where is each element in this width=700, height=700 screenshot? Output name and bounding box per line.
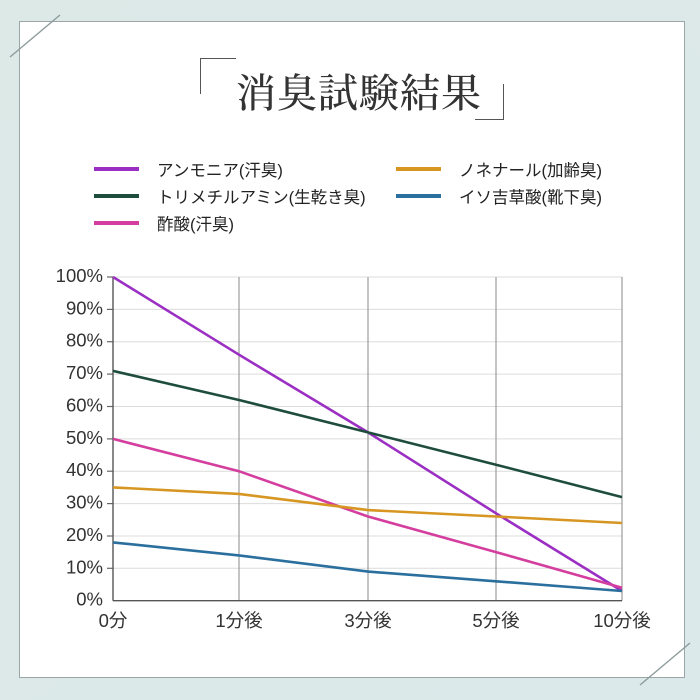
svg-text:1分後: 1分後	[215, 610, 262, 631]
svg-text:0分: 0分	[99, 610, 128, 631]
svg-text:70%: 70%	[66, 362, 103, 383]
svg-text:40%: 40%	[66, 459, 103, 480]
svg-text:0%: 0%	[76, 589, 103, 610]
svg-text:3分後: 3分後	[344, 610, 391, 631]
svg-text:80%: 80%	[66, 330, 103, 351]
svg-text:90%: 90%	[66, 297, 103, 318]
svg-text:10%: 10%	[66, 556, 103, 577]
svg-text:10分後: 10分後	[593, 610, 651, 631]
svg-text:20%: 20%	[66, 524, 103, 545]
svg-text:60%: 60%	[66, 395, 103, 416]
svg-text:5分後: 5分後	[472, 610, 519, 631]
svg-text:100%: 100%	[56, 265, 103, 286]
svg-text:50%: 50%	[66, 427, 103, 448]
svg-text:30%: 30%	[66, 492, 103, 513]
